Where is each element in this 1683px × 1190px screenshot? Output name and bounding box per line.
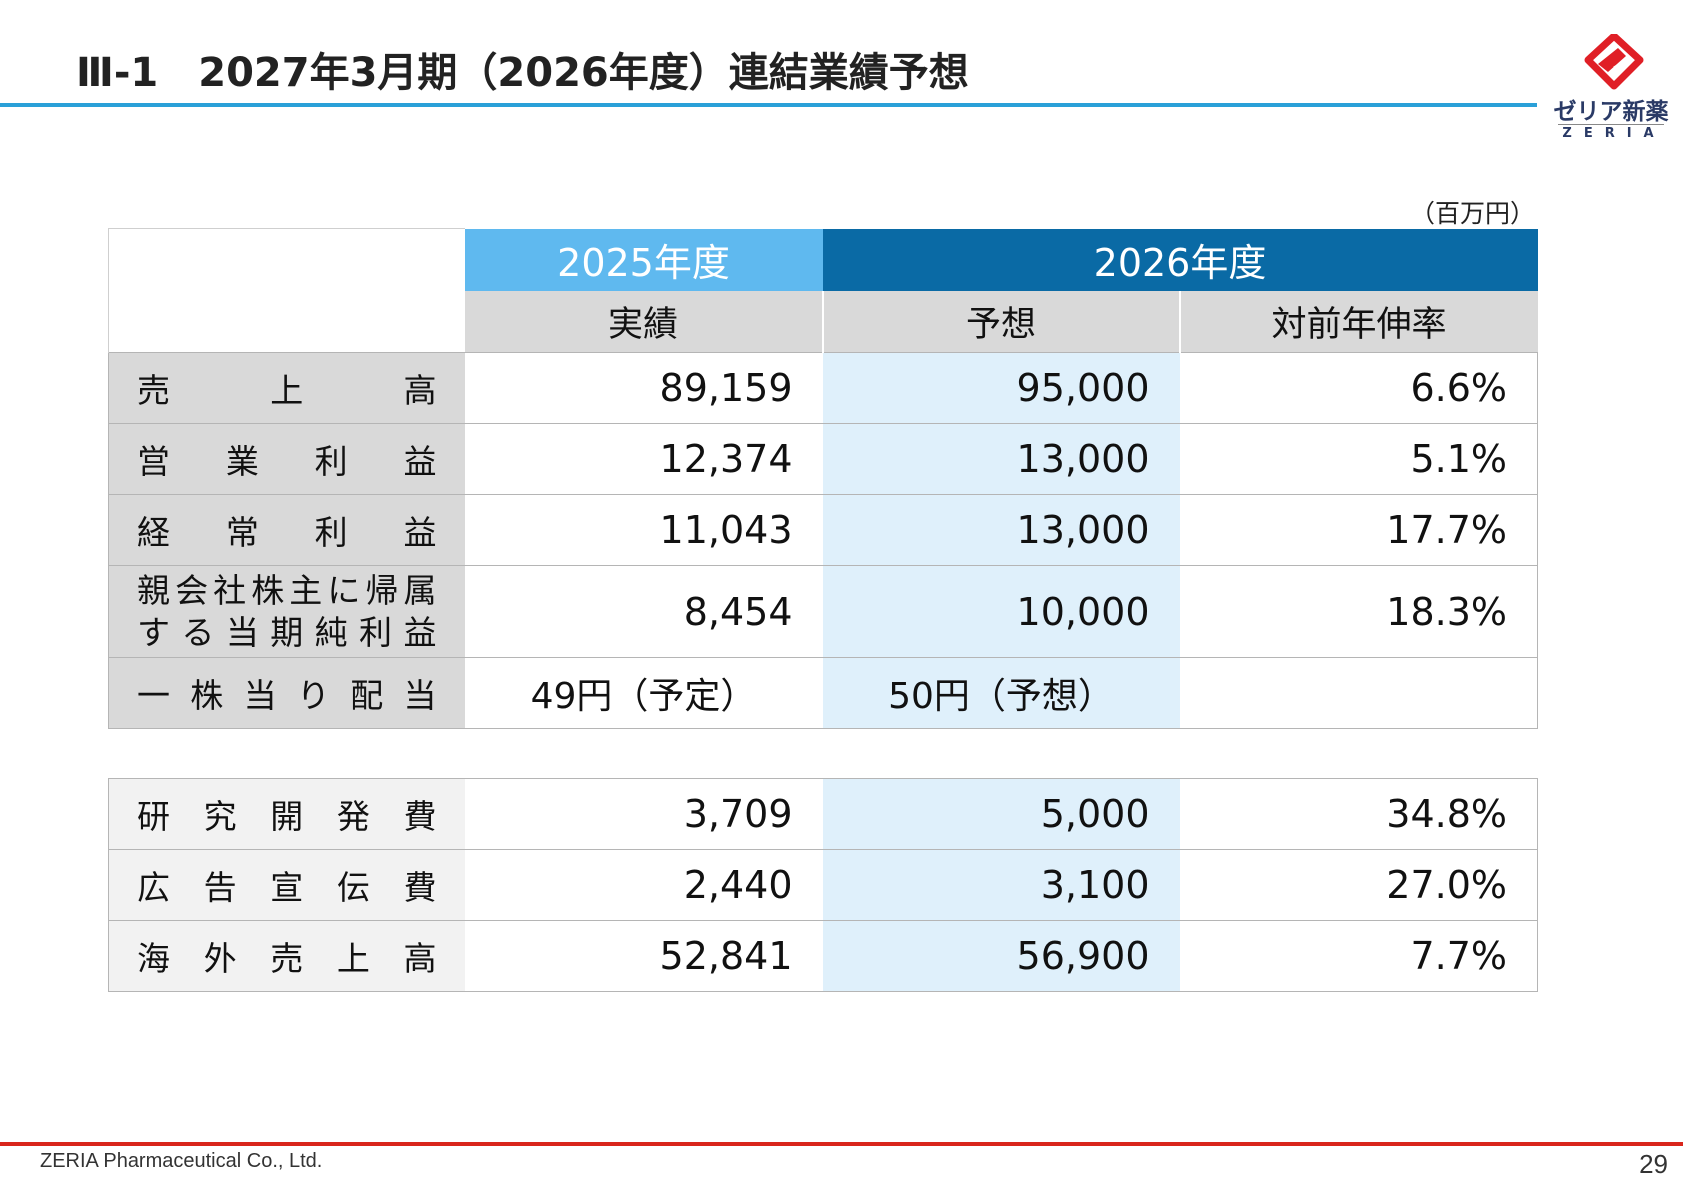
cell-actual: 89,159 [464, 352, 823, 424]
table-row: 一 株 当 り 配 当 49円（予定） 50円（予想） [108, 657, 1538, 729]
unit-label: （百万円） [1410, 199, 1536, 228]
cell-actual: 11,043 [464, 494, 823, 566]
header-blank-cell [108, 228, 465, 353]
page-number: 29 [1639, 1149, 1668, 1179]
table-row: 経 常 利 益 11,043 13,000 17.7% [108, 494, 1538, 566]
row-label-advertising: 広 告 宣 伝 費 [108, 849, 465, 921]
expense-table: 研 究 開 発 費 3,709 5,000 34.8% 広 告 宣 伝 費 2,… [108, 778, 1538, 992]
table-row: 海 外 売 上 高 52,841 56,900 7.7% [108, 920, 1538, 992]
cell-forecast: 13,000 [822, 423, 1180, 495]
cell-forecast: 56,900 [822, 920, 1180, 992]
table-row: 広 告 宣 伝 費 2,440 3,100 27.0% [108, 849, 1538, 921]
logo-divider [1558, 124, 1664, 125]
row-label-net-income: 親 会 社 株 主 に 帰 属 す る 当 期 純 利 益 [108, 565, 465, 658]
zeria-logo-icon [1584, 34, 1644, 90]
title-underline [0, 103, 1537, 107]
row-label-sales: 売 上 高 [108, 352, 465, 424]
cell-growth: 6.6% [1179, 352, 1538, 424]
cell-growth [1179, 657, 1538, 729]
cell-growth: 5.1% [1179, 423, 1538, 495]
cell-actual: 3,709 [464, 778, 823, 850]
cell-growth: 7.7% [1179, 920, 1538, 992]
cell-growth: 18.3% [1179, 565, 1538, 658]
row-label-ordinary-income: 経 常 利 益 [108, 494, 465, 566]
cell-forecast: 95,000 [822, 352, 1180, 424]
header-growth: 対前年伸率 [1178, 290, 1538, 353]
table-row: 親 会 社 株 主 に 帰 属 す る 当 期 純 利 益 [108, 565, 1538, 658]
row-label-operating-income: 営 業 利 益 [108, 423, 465, 495]
row-label-overseas-sales: 海 外 売 上 高 [108, 920, 465, 992]
page-title: Ⅲ-1 2027年3月期（2026年度）連結業績予想 [76, 50, 969, 96]
header-year-2025: 2025年度 [464, 228, 823, 291]
cell-forecast: 13,000 [822, 494, 1180, 566]
cell-actual: 49円（予定） [464, 657, 823, 729]
header-actual: 実績 [464, 290, 823, 353]
cell-forecast: 3,100 [822, 849, 1180, 921]
cell-actual: 12,374 [464, 423, 823, 495]
forecast-table: 2025年度 2026年度 実績 予想 対前年伸率 売 上 高 89,159 9… [108, 228, 1538, 729]
cell-growth: 27.0% [1179, 849, 1538, 921]
cell-actual: 2,440 [464, 849, 823, 921]
header-year-2026: 2026年度 [822, 228, 1538, 291]
cell-actual: 8,454 [464, 565, 823, 658]
header-forecast: 予想 [821, 290, 1180, 353]
footer-rule [0, 1142, 1683, 1146]
table-row: 売 上 高 89,159 95,000 6.6% [108, 352, 1538, 424]
table-row: 営 業 利 益 12,374 13,000 5.1% [108, 423, 1538, 495]
cell-growth: 34.8% [1179, 778, 1538, 850]
cell-forecast: 10,000 [822, 565, 1180, 658]
row-label-dividend: 一 株 当 り 配 当 [108, 657, 465, 729]
cell-growth: 17.7% [1179, 494, 1538, 566]
logo-english-text: ZERIA [1562, 126, 1666, 141]
cell-actual: 52,841 [464, 920, 823, 992]
footer-company: ZERIA Pharmaceutical Co., Ltd. [40, 1150, 323, 1172]
logo-japanese-text: ゼリア新薬 [1553, 99, 1669, 125]
company-logo: ゼリア新薬 ZERIA [1552, 34, 1670, 144]
cell-forecast: 50円（予想） [822, 657, 1180, 729]
cell-forecast: 5,000 [822, 778, 1180, 850]
row-label-rnd: 研 究 開 発 費 [108, 778, 465, 850]
table-row: 研 究 開 発 費 3,709 5,000 34.8% [108, 778, 1538, 850]
